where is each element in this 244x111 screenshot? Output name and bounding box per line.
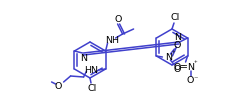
Text: O: O: [174, 62, 181, 71]
Text: N: N: [174, 33, 181, 42]
Text: O: O: [115, 15, 122, 24]
Text: N: N: [165, 53, 172, 61]
Text: N: N: [80, 54, 87, 62]
Text: Cl: Cl: [87, 83, 97, 92]
Text: Cl: Cl: [170, 14, 180, 23]
Text: O: O: [174, 41, 181, 50]
Text: ⁺: ⁺: [194, 61, 197, 67]
Text: ⁻: ⁻: [193, 74, 198, 83]
Text: O: O: [174, 64, 181, 73]
Text: O: O: [55, 81, 62, 90]
Text: NH: NH: [106, 36, 120, 45]
Text: =: =: [180, 62, 188, 71]
Text: N: N: [187, 62, 194, 71]
Text: O: O: [187, 75, 194, 84]
Text: ⁺: ⁺: [172, 51, 175, 57]
Text: HN: HN: [85, 65, 99, 74]
Text: ⁻: ⁻: [180, 62, 185, 71]
